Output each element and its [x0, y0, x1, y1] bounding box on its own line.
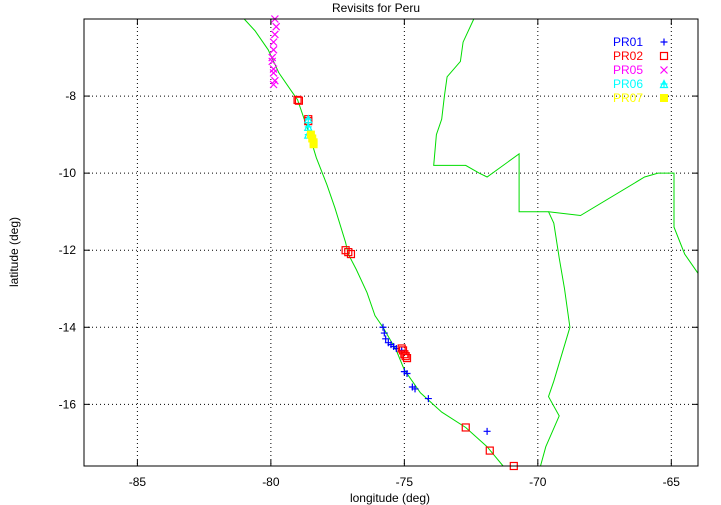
- data-point: [397, 344, 406, 353]
- data-point: [309, 140, 318, 149]
- x-tick-label: -85: [129, 475, 147, 489]
- series-pr02: [293, 95, 518, 471]
- data-point: [268, 53, 277, 62]
- border-line: [548, 172, 699, 274]
- axis-ticks: -85 -80 -75 -70 -65 -8 -10 -12 -14 -16: [59, 19, 698, 489]
- data-point: [344, 248, 353, 257]
- x-tick-label: -70: [529, 475, 547, 489]
- legend-marker: [660, 66, 668, 74]
- y-tick-label: -12: [59, 243, 77, 257]
- legend-label: PR05: [613, 63, 643, 77]
- y-tick-label: -16: [59, 397, 77, 411]
- data-point: [294, 96, 303, 105]
- x-tick-label: -80: [262, 475, 280, 489]
- data-point: [402, 354, 412, 363]
- y-tick-label: -14: [59, 320, 77, 334]
- x-axis-label: longitude (deg): [350, 491, 430, 505]
- border-line: [433, 18, 571, 467]
- data-point: [380, 329, 388, 337]
- data-point: [272, 22, 281, 31]
- plot-frame: [83, 18, 699, 467]
- data-point: [382, 335, 390, 343]
- y-tick-label: -10: [59, 166, 77, 180]
- data-point: [485, 446, 494, 455]
- data-point: [346, 249, 356, 259]
- legend-label: PR01: [613, 35, 643, 49]
- legend-label: PR07: [613, 91, 643, 105]
- chart-title: Revisits for Peru: [332, 1, 420, 15]
- data-point: [268, 57, 277, 66]
- legend-label: PR02: [613, 49, 643, 63]
- data-point: [269, 65, 278, 74]
- data-points: [268, 15, 518, 471]
- legend-marker: [659, 79, 669, 89]
- data-point: [401, 352, 410, 361]
- grid-lines: [84, 19, 698, 466]
- data-point: [461, 423, 470, 432]
- series-pr07: [306, 130, 318, 149]
- series-pr01: [379, 323, 491, 435]
- data-point: [424, 395, 432, 403]
- x-tick-label: -65: [663, 475, 681, 489]
- data-point: [269, 69, 278, 77]
- data-point: [483, 427, 491, 435]
- coastline: [243, 18, 504, 467]
- data-point: [269, 45, 278, 54]
- legend-marker: [660, 94, 668, 102]
- y-axis-label: latitude (deg): [7, 217, 21, 287]
- data-point: [269, 38, 278, 47]
- data-point: [411, 385, 419, 393]
- series-pr05: [268, 15, 281, 89]
- data-point: [403, 370, 411, 378]
- data-point: [293, 95, 302, 105]
- data-point: [303, 114, 313, 124]
- data-point: [269, 80, 278, 89]
- legend-marker: [660, 38, 668, 46]
- y-tick-label: -8: [65, 89, 76, 103]
- legend-label: PR06: [613, 77, 643, 91]
- data-point: [379, 323, 387, 331]
- legend-marker: [659, 51, 669, 61]
- x-tick-label: -75: [396, 475, 414, 489]
- data-point: [270, 30, 279, 39]
